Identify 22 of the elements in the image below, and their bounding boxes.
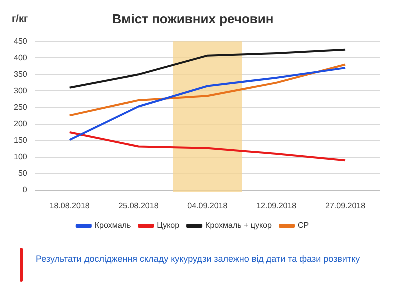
y-tick-label: 200 — [14, 119, 28, 128]
y-tick-label: 350 — [14, 70, 28, 79]
x-tick-label: 12.09.2018 — [256, 201, 298, 210]
y-tick-label: 250 — [14, 102, 28, 112]
y-tick-label: 300 — [14, 86, 28, 96]
x-tick-label: 18.08.2018 — [50, 201, 90, 210]
y-tick-label: 450 — [14, 36, 28, 46]
y-axis-title: г/кг — [12, 14, 28, 25]
legend-label: Крохмаль — [94, 221, 132, 230]
legend-label: Цукор — [157, 221, 180, 230]
x-tick-label: 25.08.2018 — [118, 201, 160, 210]
y-tick-label: 400 — [14, 53, 28, 62]
y-tick-label: 150 — [14, 136, 28, 146]
y-tick-label: 50 — [18, 169, 28, 178]
legend-label: Крохмаль + цукор — [206, 221, 273, 230]
x-tick-label: 27.09.2018 — [326, 201, 366, 210]
y-tick-label: 0 — [22, 186, 28, 195]
text: Результати дослідження складу кукурудзи залежно від дати та фази розвитку — [36, 254, 360, 264]
y-tick-label: 100 — [14, 152, 28, 162]
x-tick-label: 04.09.2018 — [188, 201, 228, 210]
chart-title: Вміст поживних речовин — [112, 11, 274, 26]
legend-label: СР — [298, 221, 310, 230]
